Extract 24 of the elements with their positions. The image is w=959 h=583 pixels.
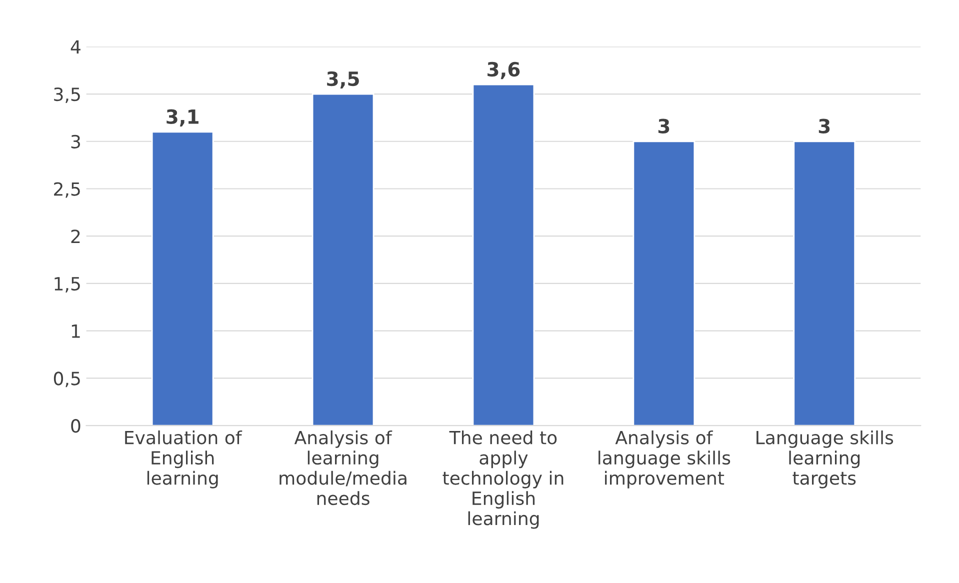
bar [793, 140, 856, 426]
x-tick-label: Analysis of language skills improvement [598, 430, 730, 488]
data-label: 3 [818, 118, 830, 134]
y-tick-label: 4 [70, 40, 80, 54]
data-label: 3,5 [327, 71, 359, 89]
y-tick-label: 0,5 [54, 372, 80, 388]
x-tick-label: Language skills learning targets [756, 430, 894, 488]
y-tick-label: 2,5 [54, 182, 80, 198]
x-tick-label: The need to apply technology in English learning [442, 430, 564, 529]
bar [472, 84, 535, 426]
y-tick-label: 3 [71, 134, 80, 148]
x-tick-label: Evaluation of English learning [125, 430, 242, 488]
data-label: 3 [658, 118, 670, 134]
x-tick-label: Analysis of learning module/media needs [280, 430, 406, 506]
y-tick-label: 1,5 [54, 277, 80, 292]
bar [632, 140, 696, 426]
bar [312, 93, 374, 426]
y-tick-label: 2 [71, 230, 80, 243]
data-label: 3,1 [166, 109, 198, 126]
bar [151, 131, 214, 426]
y-tick-label: 1 [72, 324, 80, 338]
y-tick-label: 3,5 [54, 87, 80, 103]
data-label: 3,6 [488, 62, 520, 80]
y-tick-label: 0 [71, 419, 80, 433]
